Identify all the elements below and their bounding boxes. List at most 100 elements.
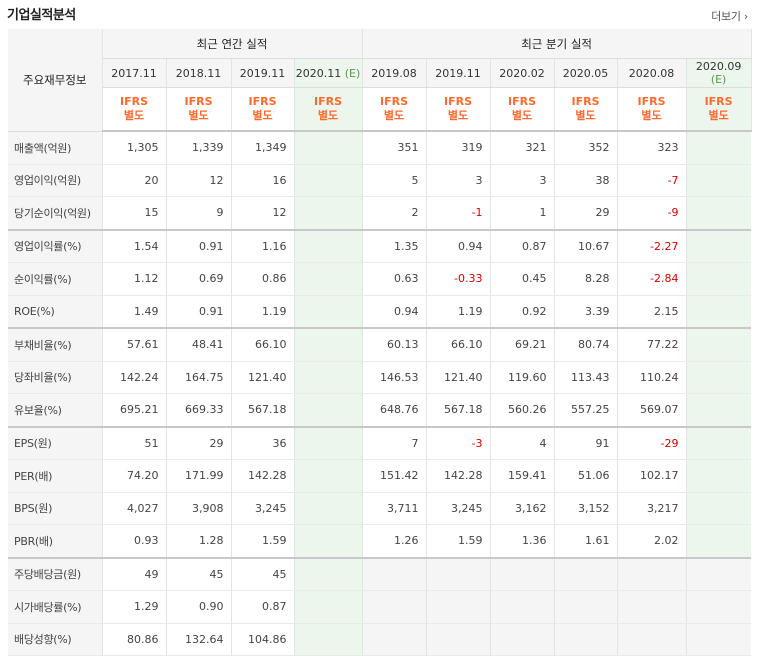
annual-cell: 171.99 xyxy=(166,459,232,493)
quarterly-cell xyxy=(426,557,491,591)
quarterly-cell: 567.18 xyxy=(426,393,491,428)
quarterly-cell: 142.28 xyxy=(426,459,491,493)
row-label: PER(배) xyxy=(8,459,103,493)
annual-cell: 1.59 xyxy=(231,524,295,559)
annual-cell: 1.49 xyxy=(102,295,167,329)
table-row: 영업이익(억원) 20 12 16 5 3 3 38 -7 xyxy=(8,164,752,197)
quarterly-cell: 2 xyxy=(361,196,427,231)
annual-cell: 66.10 xyxy=(231,328,295,362)
period-header: 2019.11 xyxy=(426,58,491,88)
quarterly-cell: 10.67 xyxy=(554,229,618,263)
annual-cell xyxy=(294,557,363,591)
quarterly-cell: -2.84 xyxy=(617,262,687,296)
annual-cell: 29 xyxy=(166,426,232,460)
quarterly-cell: -1 xyxy=(426,196,491,231)
quarterly-cell: 2.15 xyxy=(617,295,687,329)
annual-cell xyxy=(294,262,363,296)
quarterly-cell: 323 xyxy=(617,131,687,165)
more-link[interactable]: 더보기 › xyxy=(711,8,748,24)
ifrs-badge: IFRS 별도 xyxy=(166,87,232,132)
annual-cell: 4,027 xyxy=(102,492,167,525)
quarterly-cell: -29 xyxy=(617,426,687,460)
ifrs-badge: IFRS 별도 xyxy=(231,87,295,132)
annual-cell: 669.33 xyxy=(166,393,232,428)
table-row: 배당성향(%) 80.86 132.64 104.86 xyxy=(8,623,752,656)
annual-cell: 695.21 xyxy=(102,393,167,428)
quarterly-cell: -2.27 xyxy=(617,229,687,263)
quarterly-cell: 0.63 xyxy=(361,262,427,296)
quarterly-cell: 51.06 xyxy=(554,459,618,493)
quarterly-cell: 151.42 xyxy=(361,459,427,493)
quarterly-cell: 77.22 xyxy=(617,328,687,362)
quarterly-cell xyxy=(686,196,752,231)
annual-cell: 48.41 xyxy=(166,328,232,362)
table-row: 주당배당금(원) 49 45 45 xyxy=(8,557,752,591)
annual-cell: 1,305 xyxy=(102,131,167,165)
quarterly-cell: 319 xyxy=(426,131,491,165)
quarterly-cell xyxy=(686,393,752,428)
annual-cell: 164.75 xyxy=(166,361,232,394)
quarterly-cell: 4 xyxy=(490,426,555,460)
quarterly-cell: 69.21 xyxy=(490,328,555,362)
quarterly-cell: 8.28 xyxy=(554,262,618,296)
ifrs-badge: IFRS 별도 xyxy=(617,87,687,132)
quarterly-cell: 38 xyxy=(554,164,618,197)
quarterly-cell: 0.45 xyxy=(490,262,555,296)
quarterly-cell: 0.87 xyxy=(490,229,555,263)
annual-cell: 142.24 xyxy=(102,361,167,394)
row-label: 영업이익률(%) xyxy=(8,229,103,263)
corner-header: 주요재무정보 xyxy=(8,29,103,132)
quarterly-cell xyxy=(686,459,752,493)
section-title: 기업실적분석 xyxy=(7,8,76,23)
annual-cell xyxy=(294,361,363,394)
quarterly-cell xyxy=(554,557,618,591)
annual-cell: 20 xyxy=(102,164,167,197)
quarterly-cell xyxy=(686,590,752,624)
period-header: 2019.08 xyxy=(361,58,427,88)
annual-cell xyxy=(294,426,363,460)
ifrs-badge: IFRS 별도 xyxy=(686,87,752,132)
annual-cell: 15 xyxy=(102,196,167,231)
annual-cell: 1.54 xyxy=(102,229,167,263)
table-row: 영업이익률(%) 1.54 0.91 1.16 1.35 0.94 0.87 10.67 -2.… xyxy=(8,229,752,263)
quarterly-cell: 0.94 xyxy=(361,295,427,329)
more-label: 더보기 xyxy=(711,10,741,23)
quarterly-cell: 0.92 xyxy=(490,295,555,329)
chevron-right-icon: › xyxy=(743,10,748,23)
quarterly-cell xyxy=(617,590,687,624)
quarterly-cell: 3,162 xyxy=(490,492,555,525)
quarterly-cell xyxy=(490,590,555,624)
quarterly-cell xyxy=(686,623,752,656)
row-label: 당기순이익(억원) xyxy=(8,196,103,231)
quarterly-cell: 3,711 xyxy=(361,492,427,525)
quarterly-cell: 1.61 xyxy=(554,524,618,559)
quarterly-cell xyxy=(686,328,752,362)
annual-cell xyxy=(294,623,363,656)
annual-cell: 12 xyxy=(166,164,232,197)
quarterly-cell: 648.76 xyxy=(361,393,427,428)
annual-cell xyxy=(294,393,363,428)
ifrs-badge: IFRS 별도 xyxy=(102,87,167,132)
ifrs-badge: IFRS 별도 xyxy=(294,87,363,132)
period-label: 2020.05 xyxy=(562,66,609,80)
annual-cell: 104.86 xyxy=(231,623,295,656)
quarterly-cell: -0.33 xyxy=(426,262,491,296)
table-row: 부채비율(%) 57.61 48.41 66.10 60.13 66.10 69.21 80.… xyxy=(8,328,752,362)
annual-cell: 567.18 xyxy=(231,393,295,428)
quarterly-cell xyxy=(686,492,752,525)
quarterly-cell xyxy=(490,623,555,656)
quarterly-cell: 557.25 xyxy=(554,393,618,428)
row-label: EPS(원) xyxy=(8,426,103,460)
quarterly-cell: 159.41 xyxy=(490,459,555,493)
ifrs-label: IFRS 별도 xyxy=(380,95,409,122)
period-header: 2020.11 (E) xyxy=(294,58,363,88)
quarterly-cell: -3 xyxy=(426,426,491,460)
quarterly-cell: 1.59 xyxy=(426,524,491,559)
quarterly-cell: 113.43 xyxy=(554,361,618,394)
annual-cell xyxy=(294,590,363,624)
annual-cell: 51 xyxy=(102,426,167,460)
quarterly-cell: 3,245 xyxy=(426,492,491,525)
annual-cell xyxy=(294,524,363,559)
annual-cell: 1.19 xyxy=(231,295,295,329)
ifrs-label: IFRS 별도 xyxy=(704,95,733,122)
